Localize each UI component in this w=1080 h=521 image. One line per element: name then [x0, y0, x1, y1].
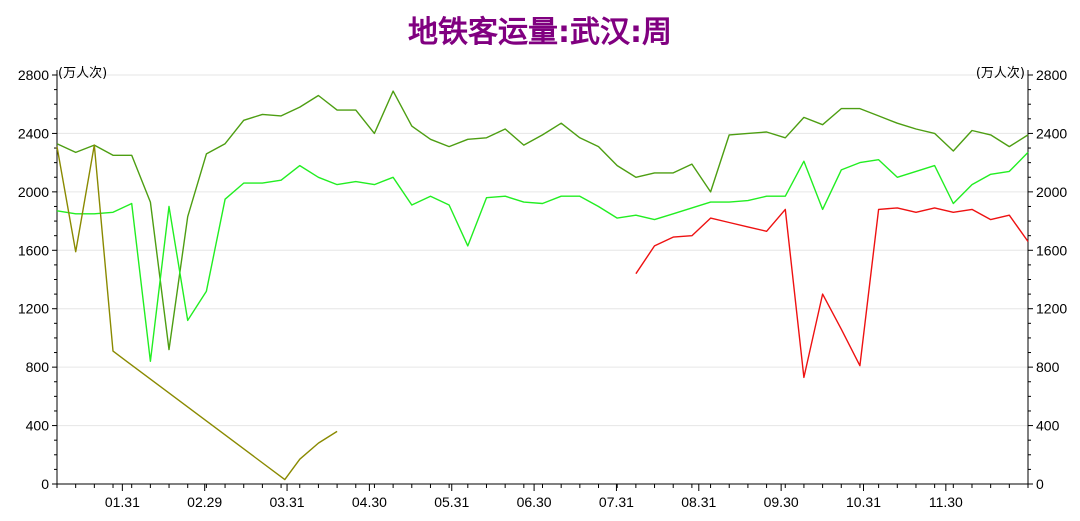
y-tick-label-right: 2400 — [1036, 125, 1067, 141]
x-tick-label: 08.31 — [681, 494, 716, 510]
x-tick-label: 05.31 — [434, 494, 469, 510]
y-tick-label-left: 0 — [41, 476, 49, 492]
x-tick-label: 06.30 — [517, 494, 552, 510]
series-lines — [56, 90, 1029, 481]
y-axis-unit-right: (万人次) — [976, 65, 1025, 81]
y-tick-label-right: 1600 — [1036, 242, 1067, 258]
x-tick-label: 01.31 — [105, 494, 140, 510]
y-tick-label-left: 2400 — [18, 125, 49, 141]
x-tick-label: 07.31 — [599, 494, 634, 510]
y-tick-label-right: 2000 — [1036, 184, 1067, 200]
y-tick-label-left: 2000 — [18, 184, 49, 200]
series-line-4 — [56, 144, 338, 481]
gridlines — [57, 74, 1028, 427]
y-axis-unit-left: (万人次) — [58, 65, 107, 81]
series-line-2 — [56, 151, 1029, 362]
y-tick-label-left: 1600 — [18, 242, 49, 258]
y-tick-label-right: 400 — [1036, 418, 1060, 434]
x-tick-label: 10.31 — [846, 494, 881, 510]
x-tick-label: 04.30 — [352, 494, 387, 510]
y-tick-label-right: 2800 — [1036, 67, 1067, 83]
x-tick-label: 03.31 — [270, 494, 305, 510]
chart-title: 地铁客运量:武汉:周 — [408, 15, 672, 50]
y-tick-label-left: 1200 — [18, 301, 49, 317]
y-tick-label-right: 0 — [1036, 476, 1044, 492]
y-tick-label-left: 800 — [26, 359, 50, 375]
y-tick-label-left: 2800 — [18, 67, 49, 83]
x-tick-label: 09.30 — [764, 494, 799, 510]
x-tick-label: 11.30 — [929, 494, 963, 510]
axes: 0 0 400 400 800 800 1200 1200 1600 1600 2000 2000 24… — [18, 67, 1068, 510]
y-tick-label-right: 800 — [1036, 359, 1060, 375]
series-line-1 — [56, 90, 1029, 351]
y-tick-label-right: 1200 — [1036, 301, 1067, 317]
x-tick-label: 02.29 — [187, 494, 222, 510]
series-line-3 — [635, 207, 1029, 379]
y-tick-label-left: 400 — [26, 418, 50, 434]
